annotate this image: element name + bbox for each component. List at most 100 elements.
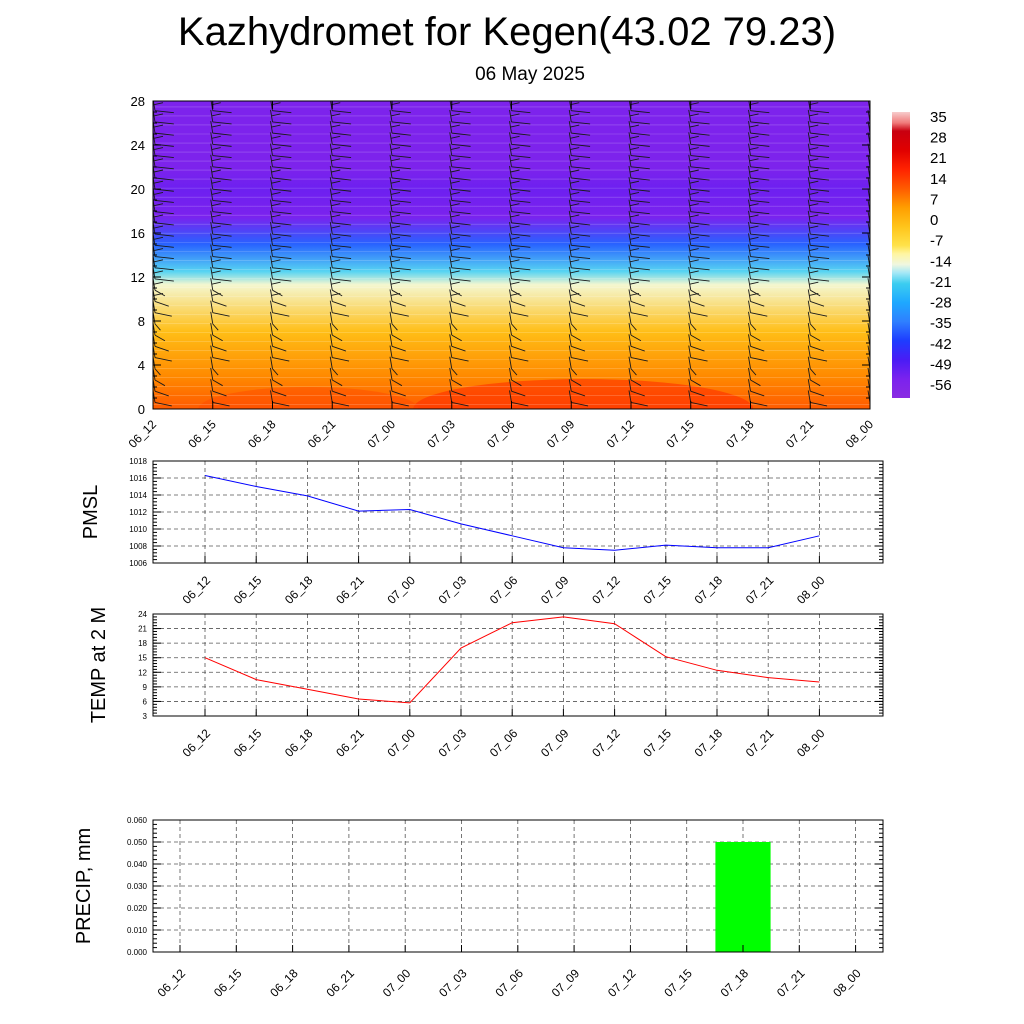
wind-barb — [807, 367, 821, 387]
wind-barb — [568, 356, 578, 376]
y-tick-label: 12 — [138, 668, 147, 677]
x-tick-label: 07_18 — [718, 966, 752, 1000]
wind-barb — [449, 210, 471, 226]
x-tick-label: 07_03 — [436, 726, 470, 760]
wind-barb — [449, 188, 471, 203]
wind-barb — [329, 367, 343, 387]
wind-barb — [329, 188, 352, 203]
wind-barb — [688, 165, 710, 181]
wind-barb — [210, 323, 223, 342]
y-tick-label: 1018 — [129, 457, 147, 466]
y-tick-label: 0.000 — [127, 948, 148, 957]
y-tick-label: 16 — [131, 226, 145, 241]
colorbar-label: -14 — [930, 253, 952, 270]
wind-barb — [449, 233, 471, 248]
wind-barb — [389, 222, 411, 237]
precip-panel: 0.000 0.010 0.020 0.030 0.040 0.050 0.060 06_12… — [73, 816, 884, 1000]
wind-barb — [867, 199, 870, 213]
wind-barb — [748, 188, 770, 203]
surface-warm-area — [198, 387, 419, 409]
plot-frame — [152, 613, 884, 717]
wind-barb — [628, 177, 650, 192]
wind-barb — [210, 367, 223, 387]
wind-barb — [329, 199, 352, 215]
wind-barb — [807, 188, 830, 203]
x-tick-label: 06_18 — [267, 966, 301, 1000]
wind-barb — [748, 379, 765, 397]
x-tick-label: 06_18 — [282, 573, 316, 607]
wind-barb — [748, 210, 770, 226]
wind-barb — [628, 356, 637, 376]
wind-barb — [509, 109, 531, 125]
wind-barb — [568, 143, 591, 159]
wind-barb — [509, 379, 526, 397]
wind-barb — [329, 132, 352, 147]
y-axis-title: TEMP at 2 M — [88, 607, 110, 723]
wind-barb — [688, 345, 708, 362]
wind-barb — [628, 132, 650, 147]
wind-barb — [807, 222, 830, 237]
wind-barb — [270, 132, 292, 147]
wind-barb — [270, 154, 292, 170]
colorbar-label: 21 — [930, 150, 947, 167]
wind-barb — [210, 210, 232, 226]
wind-barb — [807, 323, 821, 342]
wind-barb — [688, 233, 710, 248]
wind-barb — [509, 222, 531, 237]
wind-barb — [628, 154, 650, 170]
wind-barb — [210, 345, 230, 362]
wind-barb — [449, 199, 471, 215]
x-tick-label: 06_15 — [231, 726, 265, 760]
x-tick-label: 07_15 — [640, 726, 674, 760]
wind-barb — [329, 233, 352, 248]
y-tick-label: 8 — [138, 314, 145, 329]
wind-barb — [807, 143, 830, 159]
wind-barb — [270, 188, 292, 203]
wind-barb — [210, 199, 232, 215]
wind-barb — [210, 188, 232, 203]
wind-barb — [270, 177, 292, 192]
wind-barb — [568, 154, 591, 170]
wind-barb — [568, 390, 589, 407]
cross-section-panel: 0 4 8 12 16 20 24 28 06_12 06_15 06_18 06_21 07_00 07… — [126, 94, 877, 451]
x-tick-label: 06_15 — [231, 573, 265, 607]
wind-barb — [628, 300, 648, 317]
wind-barb — [210, 109, 232, 125]
wind-barb — [867, 222, 870, 235]
wind-barb — [867, 345, 870, 358]
wind-barb — [509, 323, 522, 342]
wind-barb — [449, 390, 469, 407]
wind-barb — [329, 379, 347, 397]
wind-barb — [270, 222, 292, 237]
y-tick-label: 21 — [138, 625, 147, 634]
wind-barb — [688, 121, 710, 136]
wind-barb — [867, 101, 870, 112]
colorbar-label: 0 — [930, 212, 938, 229]
wind-barb — [210, 222, 232, 237]
wind-barb — [509, 177, 531, 192]
wind-barb — [509, 154, 531, 170]
wind-barb — [748, 233, 770, 248]
wind-barb — [568, 199, 591, 215]
wind-barb — [748, 222, 770, 237]
wind-barb — [509, 210, 531, 226]
wind-barb — [389, 323, 403, 342]
wind-barb — [748, 278, 761, 297]
wind-barbs — [153, 101, 870, 407]
wind-barb — [270, 278, 283, 297]
colorbar-label: 35 — [930, 109, 947, 126]
wind-barb — [568, 266, 591, 282]
wind-barb — [688, 255, 710, 271]
y-axis-title: PMSL — [80, 485, 102, 539]
y-tick-label: 0.030 — [127, 882, 148, 891]
wind-barb — [449, 177, 471, 192]
wind-barb — [389, 345, 409, 362]
x-tick-label: 07_18 — [692, 573, 726, 607]
wind-barb — [807, 390, 828, 407]
colorbar-label: -56 — [930, 377, 952, 394]
wind-barb — [329, 266, 352, 282]
wind-barb — [509, 356, 518, 376]
y-tick-label: 1016 — [129, 474, 147, 483]
wind-barb — [210, 300, 230, 317]
wind-barb — [748, 334, 765, 352]
